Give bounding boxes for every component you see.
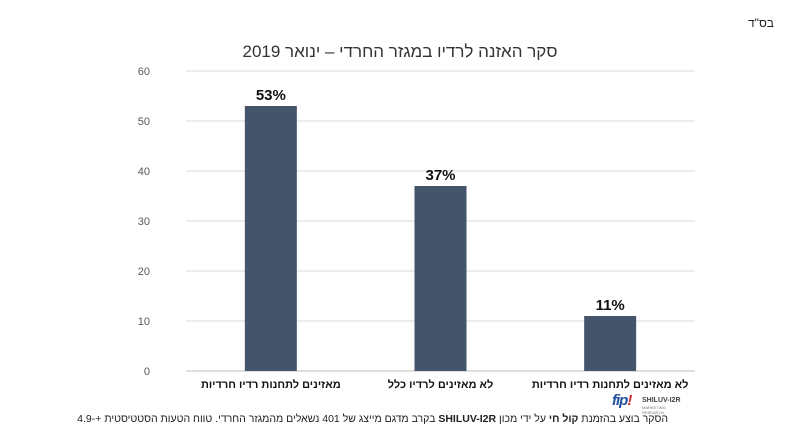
data-label: 11% bbox=[596, 297, 625, 314]
data-label: 37% bbox=[425, 167, 455, 184]
category-label: לא מאזינים לתחנות רדיו חרדיות bbox=[532, 378, 689, 391]
y-tick-label: 0 bbox=[144, 366, 150, 378]
logo-mark: fip! bbox=[612, 392, 632, 409]
bar bbox=[244, 106, 297, 371]
chart-title: סקר האזנה לרדיו במגזר החרדי – ינואר 2019 bbox=[242, 42, 558, 61]
logo-subtitle: MARKETING RESEARCH bbox=[642, 405, 666, 415]
footnote-client: קול חי bbox=[548, 413, 579, 425]
footnote-institute: SHILUV-I2R bbox=[438, 413, 497, 425]
category-label: לא מאזינים לרדיו כלל bbox=[388, 378, 494, 391]
y-tick-label: 20 bbox=[138, 266, 150, 278]
category-label: מאזינים לתחנות רדיו חרדיות bbox=[201, 378, 341, 391]
y-tick-label: 40 bbox=[138, 166, 150, 178]
shiluv-logo: fip! SHILUV-I2R MARKETING RESEARCH bbox=[612, 392, 684, 415]
y-tick-label: 10 bbox=[138, 316, 150, 328]
data-labels: 53% 37% 11% bbox=[256, 87, 625, 314]
corner-note: בס"ד bbox=[748, 16, 774, 30]
footnote: הסקר בוצע בהזמנת קול חי על ידי מכון SHIL… bbox=[77, 413, 668, 425]
logo-name: SHILUV-I2R bbox=[642, 397, 681, 404]
bar bbox=[414, 186, 467, 371]
y-axis-ticks: 0 10 20 30 40 50 60 bbox=[138, 66, 150, 378]
y-tick-label: 30 bbox=[138, 216, 150, 228]
y-tick-label: 60 bbox=[138, 66, 150, 78]
x-axis-labels: מאזינים לתחנות רדיו חרדיות לא מאזינים לרד… bbox=[201, 378, 689, 391]
bars bbox=[244, 106, 637, 371]
data-label: 53% bbox=[256, 87, 286, 104]
bar bbox=[584, 316, 637, 371]
y-tick-label: 50 bbox=[138, 116, 150, 128]
